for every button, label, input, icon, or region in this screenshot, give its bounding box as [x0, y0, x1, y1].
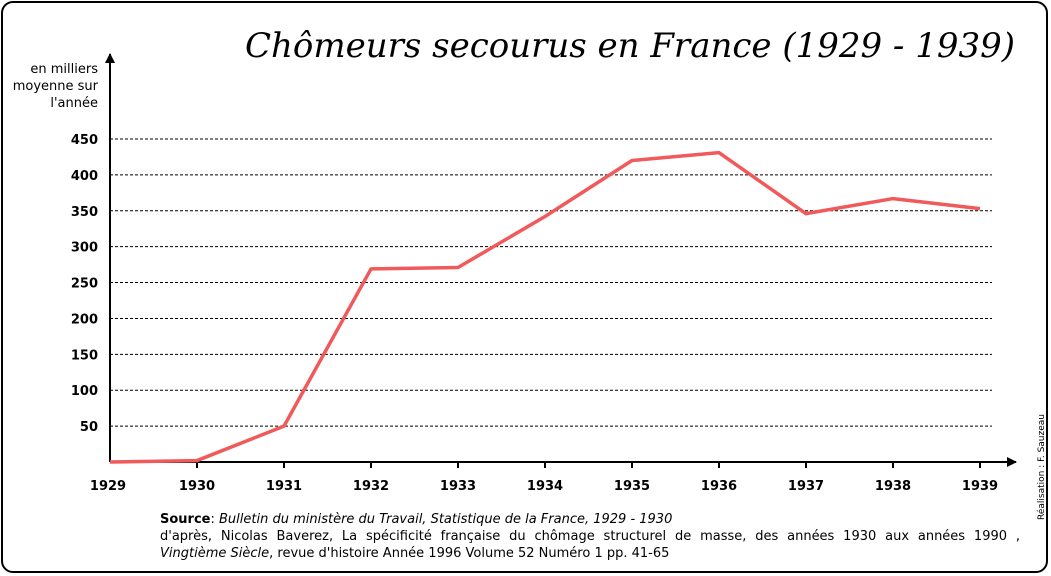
x-tick-label: 1932: [353, 479, 389, 494]
source-line-3: Vingtième Siècle, revue d'histoire Année…: [160, 545, 1020, 562]
y-tick-label: 450: [71, 133, 98, 148]
x-tick-label: 1939: [962, 479, 998, 494]
x-tick-label: 1935: [614, 479, 650, 494]
y-tick-label: 400: [71, 169, 98, 184]
x-tick-label: 1930: [179, 479, 215, 494]
source-journal: Vingtième Siècle: [160, 546, 270, 561]
x-tick-label: 1934: [527, 479, 563, 494]
x-tick-label: 1933: [440, 479, 476, 494]
x-tick-label: 1931: [266, 479, 302, 494]
y-tick-label: 300: [71, 241, 98, 256]
y-axis-label-line-3: l'année: [50, 96, 98, 111]
source-line-2: d'après, Nicolas Baverez, La spécificité…: [160, 529, 1020, 544]
x-tick-label: 1936: [701, 479, 737, 494]
source-label: Source: [160, 512, 211, 527]
chart-title: Chômeurs secourus en France (1929 - 1939…: [245, 26, 1015, 66]
y-tick-label: 350: [71, 205, 98, 220]
series-layer: [109, 150, 981, 464]
gridlines: [110, 138, 992, 427]
x-tick-label: 1929: [90, 479, 126, 494]
y-tick-label: 100: [71, 384, 98, 399]
y-tick-label: 250: [71, 277, 98, 292]
source-line-1: Source: Bulletin du ministère du Travail…: [160, 512, 673, 527]
y-tick-label: 150: [71, 348, 98, 363]
credit-text: Réalisation : F. Sauzeau: [1036, 414, 1047, 520]
y-axis-label-line-2: moyenne sur: [13, 79, 99, 94]
y-tick-label: 200: [71, 312, 98, 327]
x-tick-label: 1938: [875, 479, 911, 494]
x-tick-label: 1937: [788, 479, 824, 494]
source-title: Bulletin du ministère du Travail, Statis…: [219, 512, 673, 527]
y-axis-label-line-1: en milliers: [30, 62, 98, 77]
y-tick-label: 50: [80, 420, 98, 435]
series-line-0: [109, 150, 981, 464]
source-note: Source: Bulletin du ministère du Travail…: [160, 511, 1020, 562]
source-details: , revue d'histoire Année 1996 Volume 52 …: [269, 546, 670, 561]
y-tick-labels: 50 100 150 200 250 300 350 400 450: [71, 133, 98, 435]
x-tick-labels: 1929 1930 1931 1932 1933 1934 1935 1936 1937 1938…: [90, 462, 998, 494]
